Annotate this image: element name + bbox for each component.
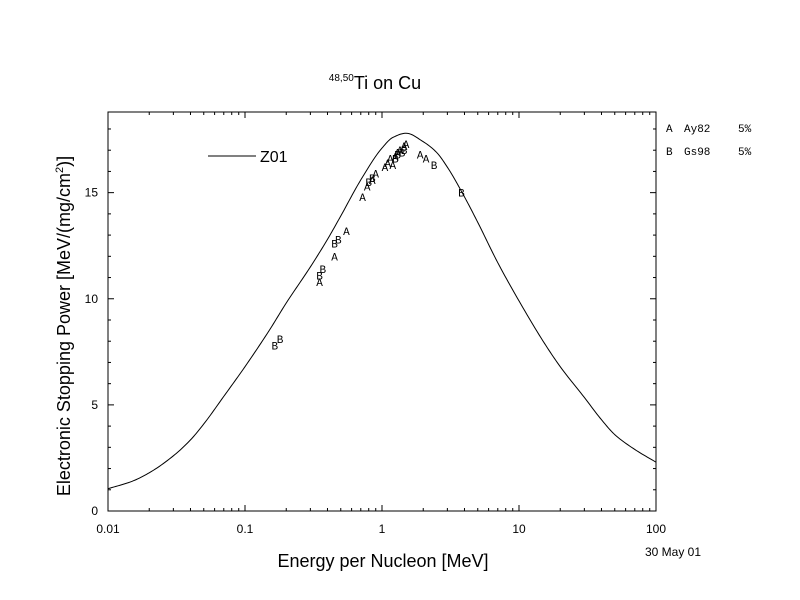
data-point-b: B	[369, 174, 376, 186]
data-point-a: A	[331, 252, 338, 264]
data-point-a: A	[401, 142, 408, 154]
dataset-legend-marker: B	[666, 147, 673, 159]
data-point-a: A	[397, 146, 404, 158]
data-point-b: B	[365, 178, 372, 190]
dataset-legend-marker: A	[666, 124, 673, 136]
data-point-a: A	[384, 159, 391, 171]
dataset-legend-row: B Gs98 5%	[666, 147, 752, 159]
data-point-b: B	[394, 150, 401, 162]
data-point-a: A	[343, 227, 350, 239]
x-tick-label: 100	[646, 522, 666, 536]
data-point-b: B	[458, 189, 465, 201]
data-point-b: B	[431, 161, 438, 173]
y-axis-label-superscript: 2	[54, 167, 66, 173]
data-point-b: B	[335, 235, 342, 247]
y-axis-label: Electronic Stopping Power [MeV/(mg/cm2)]	[54, 156, 74, 496]
chart-title-main: Ti on Cu	[354, 73, 421, 93]
data-point-a: A	[417, 150, 424, 162]
data-point-a: A	[394, 148, 401, 160]
data-point-b: B	[277, 335, 284, 347]
data-point-b: B	[271, 342, 278, 354]
y-axis-label-end: )]	[54, 156, 74, 167]
x-tick-label: 0.1	[237, 522, 254, 536]
data-point-b: B	[316, 271, 323, 283]
curve-layer	[107, 132, 657, 490]
x-tick-label: 10	[512, 522, 526, 536]
data-point-a: A	[403, 140, 410, 152]
data-point-b: B	[392, 155, 399, 167]
y-axis-label-main: Electronic Stopping Power [MeV/(mg/cm	[54, 173, 74, 496]
x-axis-label: Energy per Nucleon [MeV]	[277, 551, 488, 571]
dataset-legend-error: 5%	[738, 147, 752, 159]
legend-line-label: Z01	[260, 149, 288, 166]
dataset-legend-text: Ay82	[684, 124, 710, 136]
data-point-a: A	[359, 193, 366, 205]
data-point-a: A	[369, 176, 376, 188]
data-point-b: B	[399, 148, 406, 160]
y-tick-label: 15	[85, 186, 99, 200]
y-tick-label: 0	[91, 504, 98, 518]
x-tick-label: 1	[379, 522, 386, 536]
data-point-a: A	[389, 161, 396, 173]
data-point-a: A	[316, 278, 323, 290]
data-point-b: B	[401, 146, 408, 158]
dataset-legend-error: 5%	[738, 124, 752, 136]
axis-ticks: 0.01 0.1 1 10 100 0 5 10 15	[85, 112, 666, 536]
dataset-legend: A Ay82 5% B Gs98 5%	[666, 124, 752, 159]
data-point-a: A	[364, 182, 371, 194]
data-point-b: B	[319, 265, 326, 277]
chart-title-superscript: 48,50	[329, 73, 354, 84]
x-tick-label: 0.01	[96, 522, 120, 536]
data-point-a: A	[372, 170, 379, 182]
data-point-a: A	[387, 155, 394, 167]
data-point-b: B	[331, 240, 338, 252]
data-point-a: A	[423, 155, 430, 167]
dataset-legend-row: A Ay82 5%	[666, 124, 752, 136]
data-point-a: A	[392, 153, 399, 165]
chart-title: 48,50Ti on Cu	[329, 73, 421, 93]
date-stamp: 30 May 01	[645, 545, 701, 559]
y-tick-label: 5	[91, 398, 98, 412]
stopping-power-curve	[107, 132, 657, 490]
data-point-a: A	[382, 163, 389, 175]
y-tick-label: 10	[85, 292, 99, 306]
dataset-legend-text: Gs98	[684, 147, 710, 159]
